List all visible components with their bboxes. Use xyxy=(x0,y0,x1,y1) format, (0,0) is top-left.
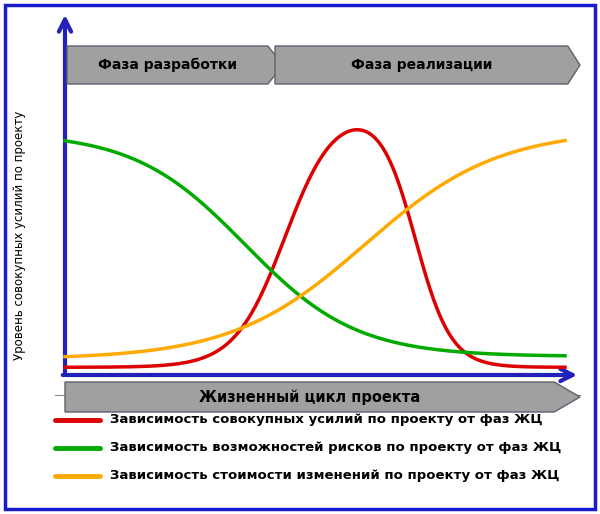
Text: Фаза реализации: Фаза реализации xyxy=(351,58,492,72)
Polygon shape xyxy=(67,46,283,84)
Text: Зависимость совокупных усилий по проекту от фаз ЖЦ: Зависимость совокупных усилий по проекту… xyxy=(110,413,542,427)
Text: Зависимость возможностей рисков по проекту от фаз ЖЦ: Зависимость возможностей рисков по проек… xyxy=(110,442,561,454)
Text: Зависимость стоимости изменений по проекту от фаз ЖЦ: Зависимость стоимости изменений по проек… xyxy=(110,469,559,483)
Text: Фаза разработки: Фаза разработки xyxy=(98,58,237,72)
Polygon shape xyxy=(275,46,580,84)
Text: Уровень совокупных усилий по проекту: Уровень совокупных усилий по проекту xyxy=(13,111,26,360)
Polygon shape xyxy=(65,382,580,412)
Text: Жизненный цикл проекта: Жизненный цикл проекта xyxy=(199,389,420,405)
